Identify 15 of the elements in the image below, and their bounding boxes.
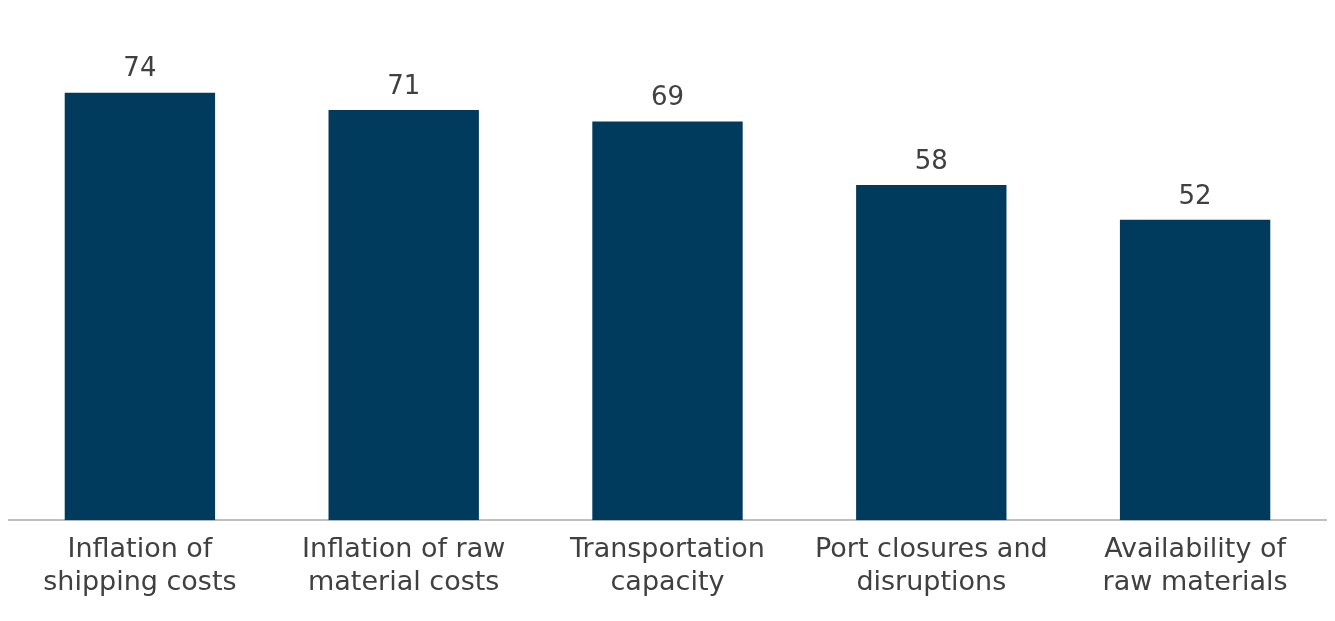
x-tick-label: Inflation of shipping costs xyxy=(43,532,237,596)
bar xyxy=(856,185,1007,521)
bar xyxy=(592,121,743,521)
data-label: 69 xyxy=(650,81,685,112)
bar xyxy=(328,110,479,521)
bar xyxy=(64,92,216,521)
x-tick-label: Transportation capacity xyxy=(569,532,765,596)
x-tick-label: Port closures and disruptions xyxy=(814,532,1048,596)
data-label: 74 xyxy=(123,52,157,83)
data-label: 71 xyxy=(387,69,421,100)
x-tick-label: Inflation of raw material costs xyxy=(302,532,506,596)
data-label: 52 xyxy=(1178,179,1212,210)
x-tick-label: Availability of raw materials xyxy=(1102,532,1288,596)
data-label: 58 xyxy=(914,144,948,175)
bar xyxy=(1119,219,1271,521)
